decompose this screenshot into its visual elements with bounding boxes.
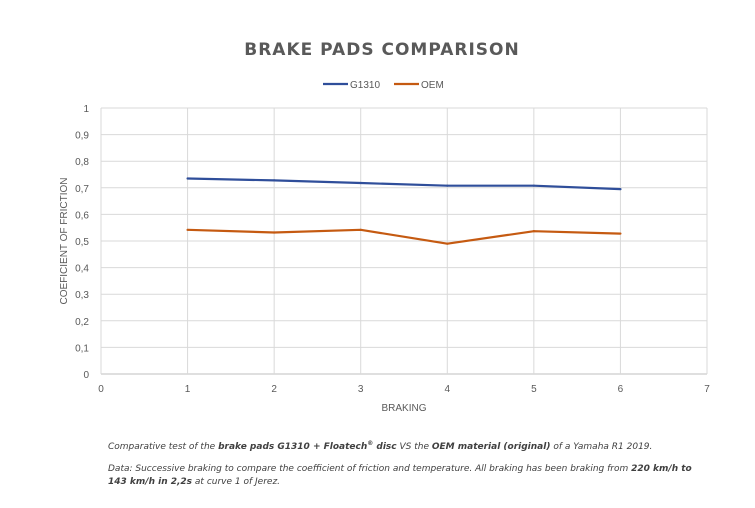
- caption1-text-vs: VS the: [396, 442, 432, 452]
- x-tick-label: 5: [531, 384, 537, 395]
- x-axis-ticks: 0 1 2 3 4 5 6 7: [98, 384, 710, 395]
- x-tick-label: 0: [98, 384, 104, 395]
- data-point-oem: [359, 228, 362, 231]
- caption1-disc: disc: [373, 442, 397, 452]
- data-point-oem: [446, 242, 449, 245]
- y-tick-label: 0,2: [75, 317, 89, 328]
- x-tick-label: 1: [185, 384, 191, 395]
- data-point-oem: [619, 232, 622, 235]
- caption1-brake-pads: brake pads G1310 + Floatech: [218, 442, 368, 452]
- y-tick-label: 0,3: [75, 290, 89, 301]
- legend-label-g1310: G1310: [350, 80, 380, 91]
- y-tick-label: 0,5: [75, 237, 89, 248]
- y-tick-label: 0,1: [75, 343, 89, 354]
- y-tick-label: 0: [83, 370, 89, 381]
- data-point-g1310: [446, 184, 449, 187]
- series-line-oem: [187, 228, 621, 245]
- y-tick-label: 0,8: [75, 157, 89, 168]
- caption2-text-end: at curve 1 of Jerez.: [192, 477, 281, 487]
- x-axis-label: BRAKING: [381, 403, 426, 414]
- caption1-text-end: of a Yamaha R1 2019.: [550, 442, 653, 452]
- x-tick-label: 2: [271, 384, 277, 395]
- caption1-text-1: Comparative test of the: [108, 442, 219, 452]
- y-tick-label: 1: [83, 104, 89, 115]
- series-line-g1310: [187, 177, 621, 191]
- x-tick-label: 6: [618, 384, 624, 395]
- y-axis-label: COEFICIENT OF FRICTION: [59, 177, 70, 304]
- x-tick-label: 7: [704, 384, 710, 395]
- legend: G1310 OEM: [323, 80, 444, 91]
- data-point-g1310: [186, 177, 189, 180]
- y-tick-label: 0,4: [75, 264, 89, 275]
- y-axis-ticks: 0 0,1 0,2 0,3 0,4 0,5 0,6 0,7 0,8 0,9 1: [75, 104, 89, 381]
- data-point-g1310: [359, 181, 362, 185]
- chart: BRAKE PADS COMPARISON G1310 OEM 0 0,1 0,2 0,…: [59, 40, 710, 414]
- caption2-text-1: Data: Successive braking to compare the …: [108, 464, 632, 474]
- y-tick-label: 0,7: [75, 184, 89, 195]
- data-point-oem: [273, 231, 276, 234]
- data-point-oem: [532, 230, 535, 233]
- caption1-registered-mark: ®: [367, 440, 374, 447]
- gridlines: [100, 107, 708, 375]
- data-point-g1310: [273, 179, 276, 182]
- data-point-g1310: [532, 184, 535, 187]
- data-point-g1310: [619, 188, 622, 191]
- series-group: [186, 177, 622, 245]
- x-tick-label: 3: [358, 384, 364, 395]
- caption-test-description: Comparative test of the brake pads G1310…: [108, 437, 708, 454]
- data-point-oem: [186, 228, 189, 231]
- caption2-speed-range: 220 km/h to 143 km/h in 2,2s: [108, 464, 692, 487]
- legend-label-oem: OEM: [421, 80, 444, 91]
- caption-data-description: Data: Successive braking to compare the …: [108, 463, 708, 489]
- x-tick-label: 4: [445, 384, 451, 395]
- chart-title: BRAKE PADS COMPARISON: [244, 40, 519, 60]
- y-tick-label: 0,9: [75, 131, 89, 142]
- caption1-oem-material: OEM material (original): [431, 442, 551, 452]
- y-tick-label: 0,6: [75, 210, 89, 221]
